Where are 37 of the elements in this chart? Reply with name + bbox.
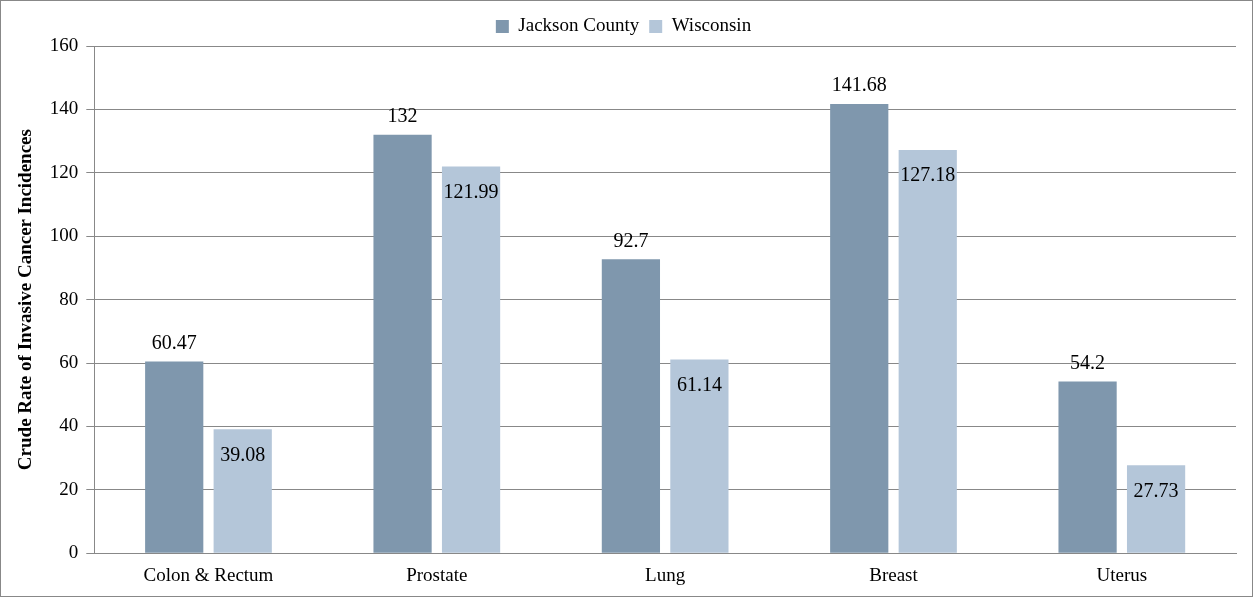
- bar: [441, 166, 501, 553]
- data-label: 132: [387, 104, 418, 127]
- x-tick-label: Breast: [869, 563, 919, 585]
- bar: [898, 150, 957, 553]
- x-tick-label: Uterus: [1096, 563, 1148, 585]
- bar: [670, 359, 729, 553]
- legend-label: Wisconsin: [671, 14, 752, 36]
- y-tick-label: 20: [59, 477, 79, 499]
- data-label: 127.18: [900, 163, 956, 186]
- bar: [213, 429, 272, 553]
- y-tick-label: 40: [59, 414, 79, 436]
- bar: [145, 361, 204, 553]
- y-axis-title: Crude Rate of Invasive Cancer Incidences: [14, 129, 36, 471]
- bar: [601, 259, 661, 553]
- y-tick-label: 100: [49, 224, 79, 246]
- y-tick-label: 120: [49, 160, 79, 182]
- data-label: 39.08: [220, 442, 266, 465]
- y-tick-label: 60: [59, 350, 79, 372]
- y-tick-label: 160: [49, 33, 79, 55]
- legend-label: Jackson County: [518, 14, 640, 36]
- x-tick-label: Lung: [645, 563, 686, 585]
- data-label: 27.73: [1133, 478, 1179, 501]
- y-tick-label: 0: [68, 541, 79, 563]
- y-tick-label: 140: [49, 97, 79, 119]
- data-label: 54.2: [1070, 350, 1106, 373]
- bar: [1058, 381, 1117, 553]
- data-label: 92.7: [613, 228, 649, 251]
- bar: [830, 104, 889, 553]
- x-tick-label: Colon & Rectum: [143, 563, 274, 585]
- bar: [1126, 465, 1186, 553]
- data-label: 121.99: [443, 179, 499, 202]
- data-label: 141.68: [831, 73, 887, 96]
- x-tick-label: Prostate: [406, 563, 468, 585]
- y-tick-label: 80: [59, 287, 79, 309]
- bar: [373, 134, 432, 553]
- data-label: 61.14: [676, 372, 722, 395]
- data-label: 60.47: [151, 330, 197, 353]
